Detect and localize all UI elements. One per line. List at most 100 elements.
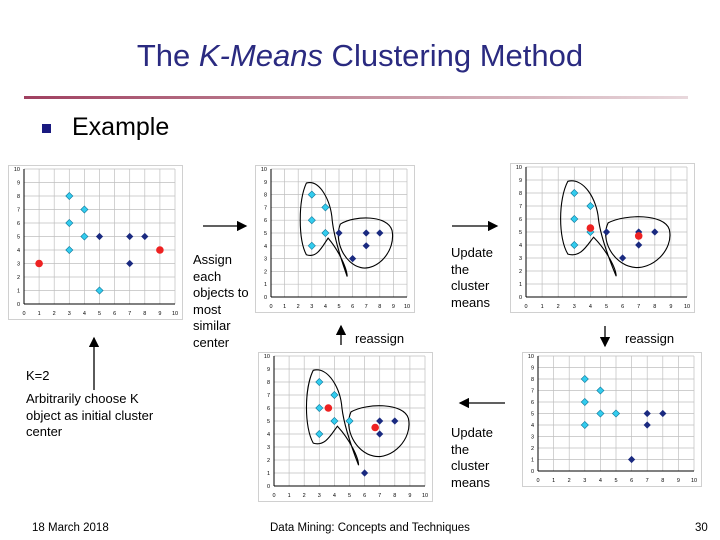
- x-tick-label: 8: [653, 304, 656, 310]
- outline-left-cluster: [299, 182, 348, 277]
- x-tick-label: 4: [324, 304, 327, 310]
- y-tick-label: 4: [531, 423, 534, 429]
- outline-right-cluster: [348, 405, 410, 458]
- y-tick-label: 9: [267, 367, 270, 373]
- scatter-plot-initial: 0 1 2 3 4 5 6 7 8 9 10 0 1 2 3 4 5 6 7 8 9 10: [8, 165, 183, 320]
- y-tick-label: 10: [528, 354, 534, 360]
- data-point-cluster-a: [596, 386, 605, 395]
- x-tick-label: 10: [684, 304, 690, 310]
- x-tick-label: 5: [337, 304, 340, 310]
- x-tick-label: 3: [318, 493, 321, 499]
- data-point-cluster-a: [611, 409, 621, 418]
- y-tick-label: 3: [531, 435, 534, 441]
- y-tick-label: 6: [531, 400, 534, 406]
- y-tick-label: 10: [14, 167, 20, 173]
- data-point-cluster-a: [596, 409, 605, 418]
- data-point-cluster-a: [65, 245, 74, 255]
- y-tick-label: 4: [267, 432, 270, 438]
- y-tick-label: 5: [17, 235, 20, 241]
- y-tick-label: 7: [267, 393, 270, 399]
- y-tick-label: 7: [264, 205, 267, 211]
- choose-centers-label: Arbitrarily choose K object as initial c…: [26, 391, 154, 439]
- data-point-cluster-a: [80, 232, 89, 241]
- data-point-cluster-b: [141, 232, 149, 241]
- x-tick-label: 2: [557, 304, 560, 310]
- data-point-cluster-b: [376, 430, 384, 438]
- x-tick-label: 7: [128, 311, 131, 317]
- y-tick-label: 2: [531, 446, 534, 452]
- y-tick-label: 1: [267, 471, 270, 477]
- data-point-cluster-b: [126, 259, 134, 268]
- y-tick-label: 3: [264, 257, 267, 263]
- scatter-plot-reassigned: 0 1 2 3 4 5 6 7 8 9 10 0 1 2 3 4 5 6 7 8 9 10: [258, 352, 433, 502]
- data-point-cluster-a: [580, 397, 589, 407]
- x-tick-label: 6: [363, 493, 366, 499]
- x-tick-label: 3: [583, 478, 586, 484]
- x-tick-label: 3: [68, 311, 71, 317]
- y-tick-label: 10: [264, 354, 270, 360]
- x-tick-label: 10: [422, 493, 428, 499]
- cluster-center: [586, 224, 595, 232]
- data-point-cluster-a: [580, 420, 589, 430]
- x-tick-label: 6: [630, 478, 633, 484]
- y-tick-label: 1: [531, 458, 534, 464]
- y-tick-label: 8: [519, 191, 522, 197]
- y-tick-label: 6: [17, 221, 20, 227]
- square-bullet-icon: [42, 124, 51, 133]
- x-tick-label: 9: [669, 304, 672, 310]
- data-point-cluster-a: [315, 429, 324, 439]
- cluster-center: [156, 246, 164, 254]
- x-tick-label: 9: [158, 311, 161, 317]
- y-tick-label: 7: [531, 389, 534, 395]
- y-tick-label: 6: [264, 218, 267, 224]
- data-point-cluster-b: [126, 232, 134, 241]
- outline-left-cluster: [305, 369, 360, 466]
- footer-date: 18 March 2018: [32, 522, 109, 534]
- data-point-cluster-b: [391, 417, 399, 425]
- data-point-cluster-b: [643, 409, 651, 418]
- x-tick-label: 10: [172, 311, 178, 317]
- y-tick-label: 8: [264, 193, 267, 199]
- data-point-cluster-a: [315, 403, 324, 413]
- y-tick-label: 0: [267, 484, 270, 490]
- data-point-cluster-b: [361, 469, 369, 477]
- x-tick-label: 4: [333, 493, 336, 499]
- assign-label: Assign each objects to most similar cent…: [193, 252, 249, 350]
- x-tick-label: 4: [589, 304, 592, 310]
- x-tick-label: 7: [365, 304, 368, 310]
- y-tick-label: 1: [519, 282, 522, 288]
- data-point-cluster-a: [315, 377, 324, 387]
- y-tick-label: 2: [267, 458, 270, 464]
- data-point-cluster-a: [570, 188, 579, 198]
- y-tick-label: 10: [261, 167, 267, 173]
- data-point-cluster-b: [643, 421, 651, 429]
- y-tick-label: 8: [267, 380, 270, 386]
- footer-course: Data Mining: Concepts and Techniques: [270, 522, 470, 534]
- y-tick-label: 5: [531, 412, 534, 418]
- update-means-label-top: Update the cluster means: [451, 245, 493, 310]
- data-point-cluster-a: [80, 205, 89, 214]
- y-tick-label: 1: [264, 282, 267, 288]
- reassign-label-left: reassign: [355, 331, 405, 346]
- x-tick-label: 1: [288, 493, 291, 499]
- cluster-center: [634, 232, 643, 240]
- data-point-cluster-a: [570, 214, 579, 224]
- title-divider: [24, 96, 688, 99]
- y-tick-label: 0: [531, 469, 534, 475]
- x-tick-label: 6: [351, 304, 354, 310]
- x-tick-label: 1: [541, 304, 544, 310]
- data-point-cluster-a: [65, 218, 74, 228]
- y-tick-label: 3: [519, 256, 522, 262]
- reassign-label-right: reassign: [625, 331, 675, 346]
- y-tick-label: 4: [519, 243, 522, 249]
- data-point-cluster-a: [330, 416, 339, 426]
- x-tick-label: 0: [524, 304, 527, 310]
- x-tick-label: 0: [22, 311, 25, 317]
- y-tick-label: 8: [531, 377, 534, 383]
- x-tick-label: 0: [269, 304, 272, 310]
- data-point-cluster-a: [95, 286, 104, 295]
- y-tick-label: 7: [519, 204, 522, 210]
- y-tick-label: 0: [264, 295, 267, 301]
- scatter-plot-updated-means: 0 1 2 3 4 5 6 7 8 9 10 0 1 2 3 4 5 6 7 8 9 10: [510, 163, 695, 313]
- y-tick-label: 6: [519, 217, 522, 223]
